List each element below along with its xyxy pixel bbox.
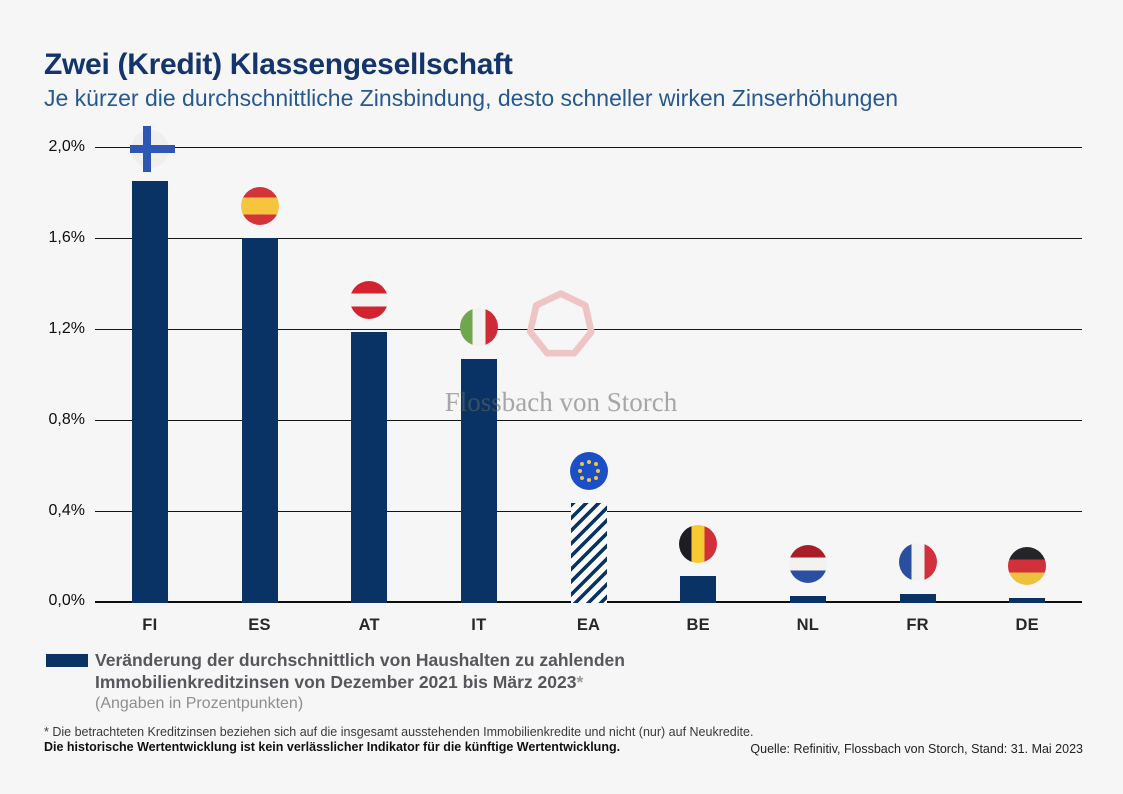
chart-column-es: ES xyxy=(205,147,315,634)
x-axis-label-fi: FI xyxy=(142,616,158,634)
chart-column-eu: EA xyxy=(534,147,644,634)
x-axis-label-fr: FR xyxy=(906,616,929,634)
flag-fr-icon xyxy=(898,543,937,581)
chart-column-fr: FR xyxy=(863,147,973,634)
bar-eu xyxy=(570,503,607,603)
x-axis-label-de: DE xyxy=(1015,616,1039,634)
chart-column-fi: FI xyxy=(95,126,205,634)
footnote-line-1: * Die betrachteten Kreditzinsen beziehen… xyxy=(44,725,754,739)
legend-note: (Angaben in Prozentpunkten) xyxy=(95,695,304,712)
x-axis-label-es: ES xyxy=(248,616,271,634)
legend-line-2: Immobilienkreditzinsen von Dezember 2021… xyxy=(95,672,584,692)
legend-line-1: Veränderung der durchschnittlich von Hau… xyxy=(95,650,625,670)
fi-cross-horizontal xyxy=(129,145,175,153)
bar-fr xyxy=(899,594,936,603)
page-title: Zwei (Kredit) Klassengesellschaft xyxy=(44,48,513,81)
gridline: 2,0% xyxy=(49,138,1082,155)
chart-legend: Veränderung der durchschnittlich von Hau… xyxy=(46,649,625,715)
bar-de xyxy=(1009,598,1046,603)
chart-column-it: IT xyxy=(424,147,534,634)
x-axis-label-at: AT xyxy=(358,616,380,634)
y-axis-tick-label: 0,8% xyxy=(48,411,85,428)
gridline: 1,6% xyxy=(49,229,1082,246)
source-note: Quelle: Refinitiv, Flossbach von Storch,… xyxy=(750,742,1083,756)
x-axis-label-eu: EA xyxy=(576,616,601,634)
bar-es xyxy=(241,238,278,603)
flag-it-icon xyxy=(459,308,498,346)
x-axis-label-be: BE xyxy=(686,616,710,634)
legend-asterisk: * xyxy=(576,672,584,692)
y-axis-tick-label: 1,6% xyxy=(48,229,85,246)
bar-columns: FI ES AT IT EA BE NL FR DE xyxy=(95,126,1082,634)
y-axis-tick-label: 0,0% xyxy=(48,592,85,609)
bar-it xyxy=(460,359,497,603)
legend-text: Veränderung der durchschnittlich von Hau… xyxy=(95,649,625,715)
page-subtitle: Je kürzer die durchschnittliche Zinsbind… xyxy=(44,85,899,111)
legend-swatch xyxy=(46,654,88,667)
flag-de-icon xyxy=(1008,547,1047,585)
y-axis-tick-label: 2,0% xyxy=(48,138,85,155)
flag-eu-icon xyxy=(569,452,608,490)
eu-stars xyxy=(587,469,591,473)
bar-chart: FI ES AT IT EA BE NL FR DE Flossbach von Storch … xyxy=(49,126,1082,634)
chart-column-be: BE xyxy=(643,147,753,634)
chart-column-nl: NL xyxy=(753,147,863,634)
flag-at-icon xyxy=(350,281,389,319)
flag-nl-icon xyxy=(788,545,827,583)
bar-fi xyxy=(131,181,168,603)
y-axis-tick-label: 0,4% xyxy=(48,502,85,519)
footnote-line-2: Die historische Wertentwicklung ist kein… xyxy=(44,739,621,754)
y-axis-tick-label: 1,2% xyxy=(48,320,85,337)
x-axis-label-it: IT xyxy=(471,616,487,634)
gridline: 0,8% xyxy=(49,411,1082,428)
footnotes: * Die betrachteten Kreditzinsen beziehen… xyxy=(44,725,754,754)
chart-column-de: DE xyxy=(972,147,1082,634)
flag-es-icon xyxy=(240,187,279,225)
flag-fi-icon xyxy=(129,126,175,172)
bar-at xyxy=(351,332,388,603)
bar-be xyxy=(680,576,717,603)
chart-column-at: AT xyxy=(314,147,424,634)
flag-be-icon xyxy=(679,525,718,563)
x-axis-label-nl: NL xyxy=(796,616,820,634)
bar-nl xyxy=(789,596,826,603)
